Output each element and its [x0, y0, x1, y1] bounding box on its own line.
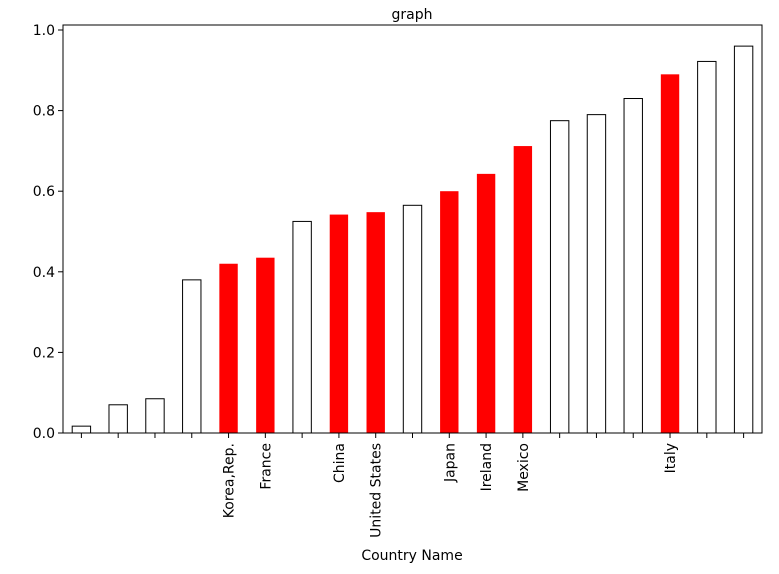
- x-axis-label: Country Name: [361, 548, 462, 564]
- bar: [329, 214, 349, 433]
- x-tick-label: Japan: [442, 443, 458, 483]
- x-tick-label: China: [332, 443, 348, 483]
- x-tick-label: France: [258, 443, 274, 490]
- y-axis: 0.0 0.2 0.4 0.6 0.8 1.0: [33, 23, 63, 442]
- bar: [660, 74, 680, 433]
- bar: [476, 173, 496, 433]
- bar: [440, 191, 459, 433]
- x-tick-label: Mexico: [516, 443, 532, 492]
- bar: [219, 263, 238, 433]
- plot-frame: [62, 24, 763, 434]
- bar: [623, 98, 643, 434]
- bar: [71, 425, 92, 434]
- bar: [145, 398, 165, 434]
- bar: [586, 114, 607, 434]
- x-tick-label: United States: [369, 443, 385, 538]
- bar: [366, 212, 385, 433]
- x-tick-label: Korea,Rep.: [222, 443, 238, 518]
- bar: [402, 204, 423, 434]
- bar: [256, 257, 275, 433]
- bar: [182, 279, 202, 434]
- y-tick-label: 0.8: [33, 104, 55, 120]
- bar: [697, 60, 717, 434]
- x-axis: Korea,Rep. France China United States Japan I…: [80, 433, 745, 538]
- y-tick-label: 0.2: [33, 345, 55, 361]
- bar: [513, 146, 533, 433]
- chart-title: graph: [392, 7, 433, 23]
- x-tick-label: Italy: [663, 443, 679, 473]
- y-tick-label: 0.6: [33, 184, 55, 200]
- bar: [549, 120, 570, 434]
- bars: [71, 45, 754, 434]
- bar: [292, 220, 312, 434]
- bar: [108, 404, 128, 434]
- y-tick-label: 0.4: [33, 265, 55, 281]
- bar: [733, 45, 754, 434]
- y-tick-label: 0.0: [33, 426, 55, 442]
- x-tick-label: Ireland: [479, 443, 495, 491]
- y-tick-label: 1.0: [33, 23, 55, 39]
